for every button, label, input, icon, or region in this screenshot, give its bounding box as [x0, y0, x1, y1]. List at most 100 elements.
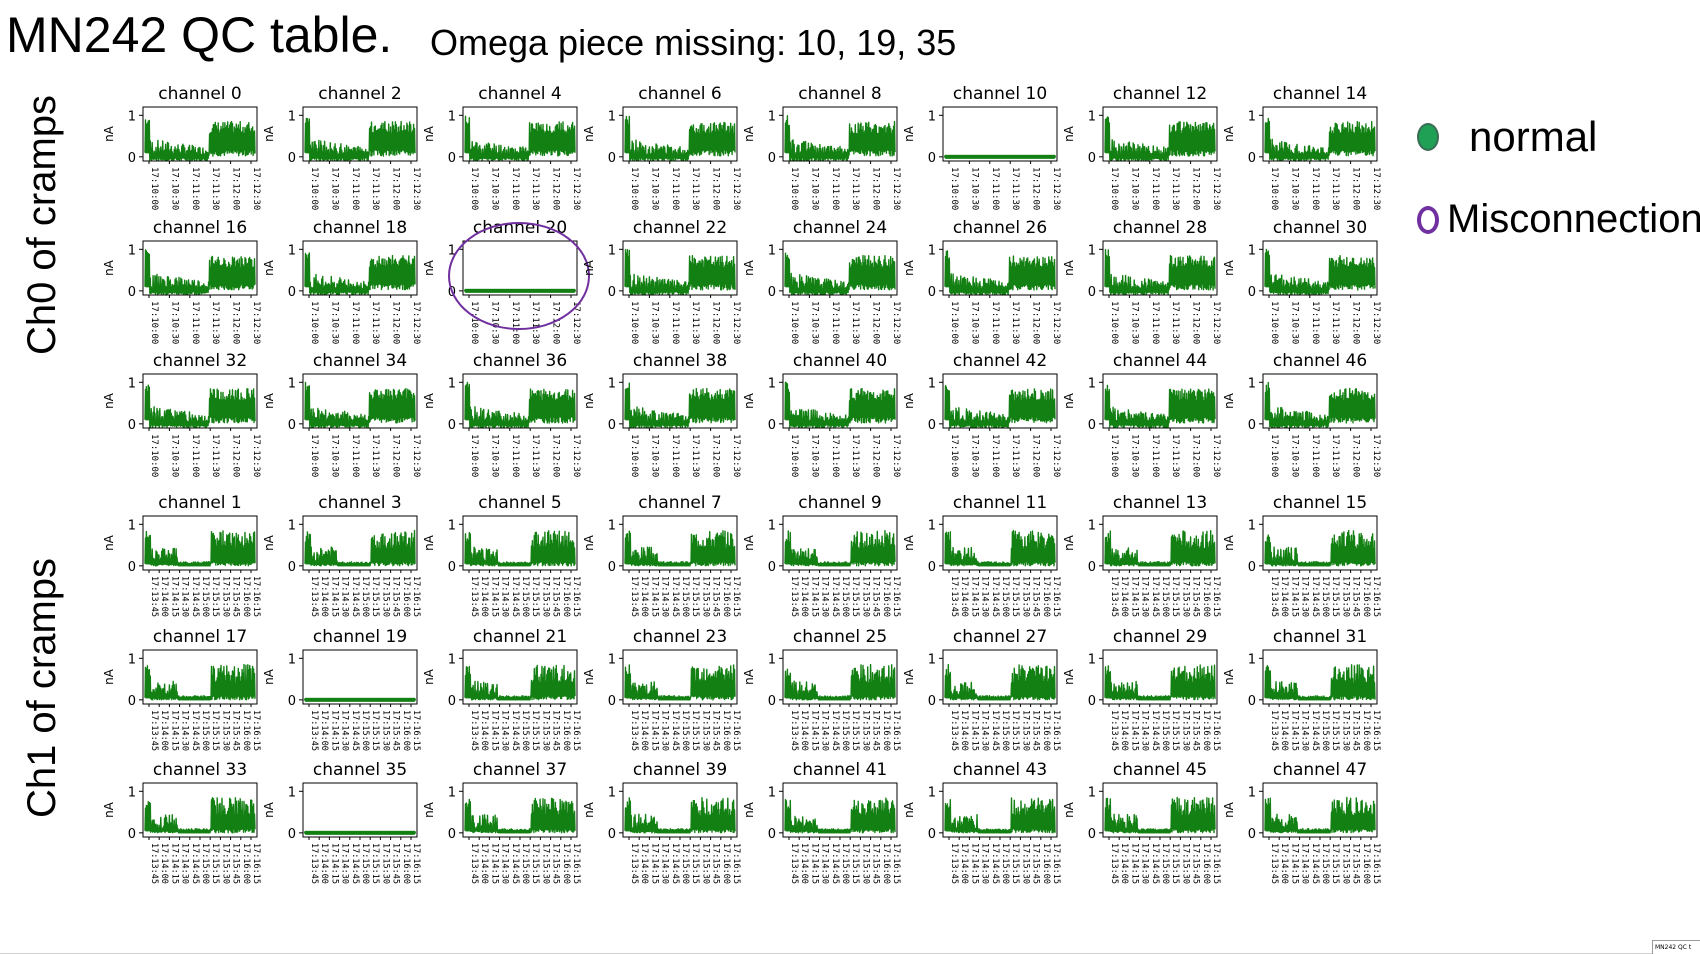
x-tick-label: 17:14:30 [820, 576, 830, 617]
x-tick-label: 17:11:00 [510, 167, 520, 210]
x-tick-label: 17:15:45 [391, 710, 401, 751]
x-tick-label: 17:12:30 [1211, 167, 1221, 210]
y-axis-label: nA [582, 125, 596, 142]
x-tick-label: 17:14:30 [180, 843, 190, 884]
x-tick-label: 17:15:45 [1191, 576, 1201, 617]
x-tick-label: 17:10:30 [489, 167, 499, 210]
y-axis-label: nA [902, 668, 916, 685]
panel-title: channel 13 [1113, 493, 1207, 513]
x-tick-label: 17:11:30 [1010, 434, 1020, 477]
slide-title: MN242 QC table. [6, 7, 393, 63]
x-tick-label: 17:10:00 [1109, 434, 1119, 477]
plot-frame [302, 373, 418, 429]
panel-title: channel 17 [153, 627, 247, 647]
plot-frame [462, 373, 578, 429]
channel-panel: channel 24 nA 0 1 17:10:00 17:10:30 17:11:00 17… [742, 218, 901, 344]
x-tick-label: 17:16:00 [881, 576, 891, 617]
x-tick-label: 17:11:00 [510, 301, 520, 344]
x-tick-label: 17:14:15 [1289, 710, 1299, 751]
x-tick-label: 17:10:30 [809, 167, 819, 210]
x-tick-label: 17:15:15 [1330, 576, 1340, 617]
x-tick-label: 17:14:00 [959, 710, 969, 751]
x-tick-label: 17:12:30 [1051, 301, 1061, 344]
y-tick-label: 1 [1248, 518, 1256, 533]
y-axis-label: nA [102, 668, 116, 685]
x-tick-label: 17:14:45 [670, 576, 680, 617]
y-axis-label: nA [262, 125, 276, 142]
x-tick-label: 17:13:45 [789, 710, 799, 751]
x-tick-label: 17:12:30 [891, 167, 901, 210]
panel-title: channel 36 [473, 351, 567, 371]
x-tick-label: 17:14:00 [159, 710, 169, 751]
x-tick-label: 17:11:30 [690, 301, 700, 344]
x-tick-label: 17:14:00 [319, 843, 329, 884]
x-tick-label: 17:12:30 [411, 434, 421, 477]
x-tick-label: 17:14:30 [1300, 843, 1310, 884]
x-tick-label: 17:14:30 [500, 576, 510, 617]
y-tick-label: 1 [928, 652, 936, 667]
x-tick-label: 17:10:30 [1289, 434, 1299, 477]
x-tick-label: 17:14:30 [660, 843, 670, 884]
x-tick-label: 17:16:15 [1051, 843, 1061, 884]
x-tick-label: 17:14:45 [190, 710, 200, 751]
x-tick-label: 17:16:00 [721, 576, 731, 617]
plot-frame [142, 240, 258, 296]
x-tick-label: 17:14:15 [329, 843, 339, 884]
y-tick-label: 0 [768, 694, 776, 709]
x-tick-label: 17:13:45 [309, 710, 319, 751]
x-tick-label: 17:12:00 [1191, 167, 1201, 210]
y-tick-label: 1 [928, 785, 936, 800]
slide-thumbnail[interactable]: MN242 QC t [1652, 940, 1700, 954]
x-tick-label: 17:12:30 [731, 434, 741, 477]
x-tick-label: 17:10:30 [489, 301, 499, 344]
panel-title: channel 38 [633, 351, 727, 371]
x-tick-label: 17:12:00 [391, 301, 401, 344]
x-tick-label: 17:11:30 [370, 167, 380, 210]
x-tick-label: 17:14:30 [1140, 843, 1150, 884]
panel-title: channel 0 [158, 84, 242, 104]
signal-trace [304, 252, 416, 296]
x-tick-label: 17:15:45 [1031, 576, 1041, 617]
x-tick-label: 17:15:15 [850, 710, 860, 751]
x-tick-label: 17:16:00 [1201, 710, 1211, 751]
x-tick-label: 17:14:45 [350, 576, 360, 617]
x-tick-label: 17:15:15 [1170, 710, 1180, 751]
x-tick-label: 17:12:00 [871, 167, 881, 210]
x-tick-label: 17:14:00 [1279, 843, 1289, 884]
y-tick-label: 1 [608, 109, 616, 124]
plot-frame [622, 240, 738, 296]
x-tick-label: 17:15:30 [700, 843, 710, 884]
x-tick-label: 17:15:45 [1351, 843, 1361, 884]
x-tick-label: 17:15:30 [860, 576, 870, 617]
panel-title: channel 28 [1113, 218, 1207, 238]
x-tick-label: 17:14:45 [1310, 576, 1320, 617]
y-axis-label: nA [1062, 259, 1076, 276]
y-axis-label: nA [742, 801, 756, 818]
x-tick-label: 17:11:30 [850, 434, 860, 477]
x-tick-label: 17:10:30 [329, 167, 339, 210]
x-tick-label: 17:14:30 [180, 576, 190, 617]
x-tick-label: 17:14:30 [1300, 576, 1310, 617]
signal-trace [944, 250, 1056, 296]
y-tick-label: 0 [608, 827, 616, 842]
panel-title: channel 11 [953, 493, 1047, 513]
x-tick-label: 17:10:00 [949, 301, 959, 344]
plot-frame [142, 373, 258, 429]
panel-title: channel 20 [473, 218, 567, 238]
plot-frame [942, 240, 1058, 296]
x-tick-label: 17:11:30 [530, 301, 540, 344]
x-tick-label: 17:15:30 [700, 710, 710, 751]
y-axis-label: nA [102, 125, 116, 142]
signal-trace [464, 797, 576, 834]
signal-trace [624, 530, 736, 567]
signal-trace [303, 830, 417, 835]
x-tick-label: 17:11:30 [1010, 301, 1020, 344]
signal-trace [784, 252, 896, 296]
x-tick-label: 17:10:00 [1269, 301, 1279, 344]
signal-trace [1264, 381, 1376, 429]
x-tick-label: 17:14:15 [169, 843, 179, 884]
y-tick-label: 0 [128, 560, 136, 575]
